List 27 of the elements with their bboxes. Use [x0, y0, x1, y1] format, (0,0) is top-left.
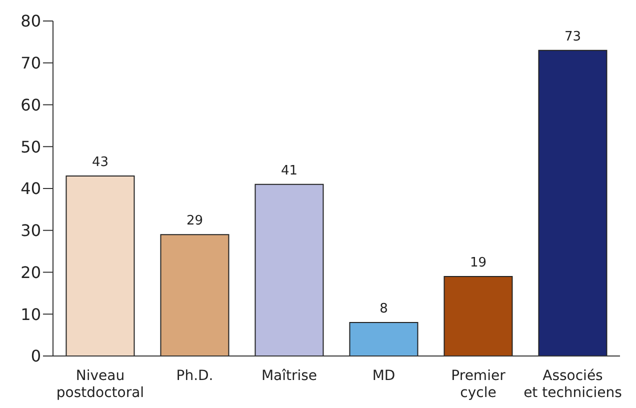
x-tick-label: MD — [372, 368, 396, 384]
x-tick-label: Associés et techniciens — [524, 368, 622, 401]
y-tick-label: 70 — [20, 54, 41, 73]
y-tick-label: 20 — [20, 262, 41, 282]
y-tick-label: 10 — [20, 304, 41, 324]
x-tick-label: Ph.D. — [176, 368, 214, 384]
x-tick-label: Premier cycle — [451, 368, 506, 401]
x-tick-label: Maîtrise — [261, 368, 318, 384]
data-label: 41 — [280, 163, 298, 178]
data-label: 19 — [470, 255, 487, 270]
y-tick-label: 60 — [20, 95, 41, 114]
data-label: 29 — [186, 214, 204, 229]
data-label: 73 — [564, 29, 582, 44]
bar — [538, 50, 608, 356]
data-label: 8 — [380, 302, 388, 316]
y-tick-label: 30 — [20, 221, 41, 240]
bar — [349, 322, 418, 356]
data-label: 43 — [92, 154, 109, 170]
x-tick-label: Niveau postdoctoral — [56, 368, 144, 401]
y-tick-label: 80 — [20, 12, 41, 31]
y-tick-label: 40 — [20, 179, 41, 198]
bar — [444, 276, 513, 356]
bar — [254, 184, 324, 356]
y-tick-label: 0 — [30, 346, 41, 366]
y-tick-label: 50 — [20, 137, 41, 156]
bar — [160, 234, 230, 356]
bar — [66, 175, 135, 356]
